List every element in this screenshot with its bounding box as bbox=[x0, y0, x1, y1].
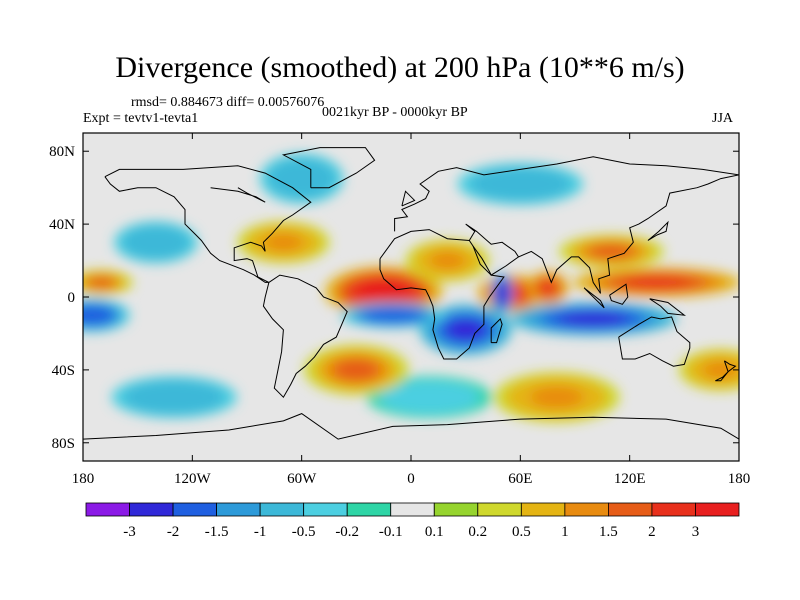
lon-tick-label: 60E bbox=[508, 471, 532, 487]
colorbar-label: 1 bbox=[561, 524, 569, 540]
anomaly-blob bbox=[538, 280, 557, 296]
coastline-segment bbox=[394, 156, 739, 232]
season-label: JJA bbox=[712, 111, 734, 126]
anomaly-blob bbox=[83, 308, 109, 323]
map-title: Divergence (smoothed) at 200 hPa (10**6 … bbox=[115, 51, 685, 84]
lat-tick-label: 40N bbox=[49, 217, 75, 233]
coastline-segment bbox=[715, 371, 729, 382]
coastlines bbox=[83, 147, 739, 440]
colorbar-swatch bbox=[608, 502, 653, 517]
colorbar-swatch bbox=[564, 502, 609, 517]
anomaly-blob bbox=[370, 309, 416, 321]
anomaly-blob bbox=[402, 388, 457, 407]
anomaly-blob bbox=[589, 244, 634, 259]
colorbar-label: -3 bbox=[123, 524, 136, 540]
lon-tick-label: 120W bbox=[174, 471, 212, 487]
colorbar-swatch bbox=[216, 502, 261, 517]
coastline-segment bbox=[723, 360, 737, 373]
colorbar-swatch bbox=[172, 502, 217, 517]
colorbar-label: 2 bbox=[648, 524, 656, 540]
lon-tick-label: 0 bbox=[407, 471, 415, 487]
colorbar-swatch bbox=[651, 502, 696, 517]
coastline-segment bbox=[379, 229, 505, 360]
anomaly-blob bbox=[263, 233, 304, 252]
colorbar-swatch bbox=[520, 502, 566, 517]
anomaly-blob bbox=[702, 360, 739, 379]
anomaly-blob bbox=[446, 319, 486, 341]
lon-tick-label: 180 bbox=[72, 471, 95, 487]
coastline-segment bbox=[210, 187, 266, 203]
coastline-segment bbox=[104, 165, 312, 283]
divergence-field bbox=[83, 133, 739, 461]
coastline-segment bbox=[83, 413, 739, 440]
statistics-text: rmsd= 0.884673 diff= 0.00576076 bbox=[131, 95, 325, 110]
coastline-segment bbox=[647, 220, 669, 241]
coastline-segment bbox=[465, 223, 520, 276]
colorbar-label: 0.1 bbox=[425, 524, 444, 540]
coastline-segment bbox=[262, 274, 348, 399]
axis-ticks: 80N 40N 0 40S 80S 180 120W 60W 0 60E 120E 180 bbox=[49, 133, 750, 487]
colorbar-swatch bbox=[129, 502, 174, 517]
colorbar-label: -0.1 bbox=[379, 524, 403, 540]
colorbar-swatch bbox=[346, 502, 392, 517]
anomaly-blob bbox=[493, 175, 548, 193]
lat-tick-label: 40S bbox=[52, 363, 75, 379]
colorbar-swatch bbox=[695, 502, 740, 517]
period-label: 0021kyr BP - 0000kyr BP bbox=[322, 105, 468, 120]
colorbar-swatch bbox=[390, 502, 435, 517]
anomaly-blob bbox=[147, 388, 201, 407]
coastline-segment bbox=[618, 316, 691, 367]
colorbar-label: -0.5 bbox=[292, 524, 316, 540]
coastline-segment bbox=[401, 190, 416, 207]
colorbar-label: -1.5 bbox=[205, 524, 229, 540]
anomaly-blob bbox=[621, 276, 693, 289]
anomaly-blob bbox=[557, 311, 629, 327]
coastline-segment bbox=[518, 174, 739, 294]
lon-tick-label: 60W bbox=[287, 471, 317, 487]
lat-tick-label: 80N bbox=[49, 144, 75, 160]
coastline-segment bbox=[583, 287, 605, 309]
colorbar: -3 -2 -1.5 -1 -0.5 -0.2 -0.1 0.1 0.2 0.5 1 1.5 2 3 bbox=[85, 502, 740, 540]
experiment-label: Expt = tevtv1-tevta1 bbox=[83, 111, 199, 126]
coastline-segment bbox=[490, 317, 503, 344]
anomaly-blob bbox=[358, 280, 409, 303]
colorbar-label: -1 bbox=[254, 524, 267, 540]
colorbar-label: 1.5 bbox=[599, 524, 618, 540]
colorbar-label: 0.2 bbox=[468, 524, 487, 540]
coastline-segment bbox=[649, 298, 687, 316]
anomaly-blob bbox=[497, 284, 507, 303]
lon-tick-label: 180 bbox=[728, 471, 751, 487]
lat-tick-label: 0 bbox=[68, 290, 76, 306]
colorbar-label: -0.2 bbox=[335, 524, 359, 540]
colorbar-swatch bbox=[259, 502, 305, 517]
colorbar-swatch bbox=[477, 502, 522, 517]
colorbar-label: 3 bbox=[692, 524, 700, 540]
colorbar-label: 0.5 bbox=[512, 524, 531, 540]
lon-tick-label: 120E bbox=[614, 471, 646, 487]
colorbar-swatch bbox=[85, 502, 130, 517]
coastline-segment bbox=[281, 147, 376, 189]
colorbar-swatch bbox=[303, 502, 348, 517]
lat-tick-label: 80S bbox=[52, 436, 75, 452]
anomaly-blob bbox=[87, 277, 115, 288]
anomaly-blob bbox=[334, 359, 379, 381]
anomaly-blob bbox=[529, 386, 584, 408]
anomaly-blob bbox=[138, 233, 174, 252]
anomaly-blob bbox=[429, 251, 466, 270]
colorbar-label: -2 bbox=[167, 524, 180, 540]
coastline-segment bbox=[609, 283, 629, 305]
colorbar-swatch bbox=[433, 502, 479, 517]
